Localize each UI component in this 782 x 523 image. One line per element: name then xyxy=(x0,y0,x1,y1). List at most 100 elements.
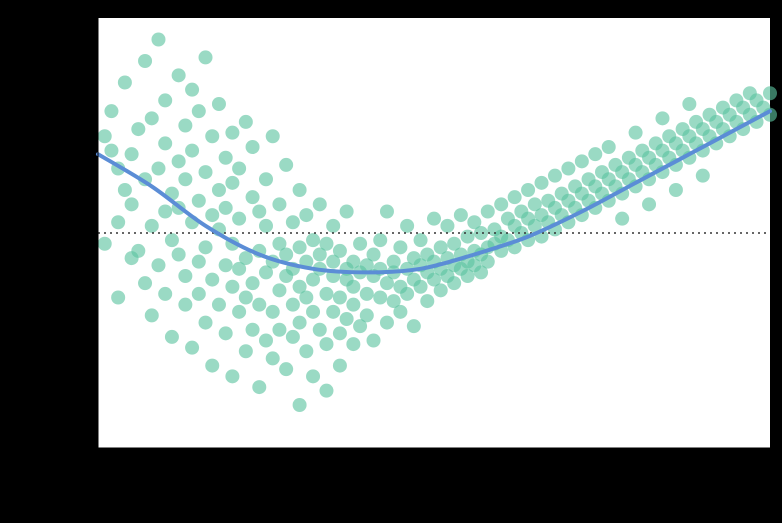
scatter-point xyxy=(199,240,213,254)
scatter-point xyxy=(279,248,293,262)
scatter-point xyxy=(427,212,441,226)
scatter-point xyxy=(306,233,320,247)
scatter-point xyxy=(138,276,152,290)
scatter-point xyxy=(192,255,206,269)
scatter-point xyxy=(165,330,179,344)
scatter-point xyxy=(333,326,347,340)
scatter-point xyxy=(521,183,535,197)
scatter-point xyxy=(219,201,233,215)
scatter-point xyxy=(219,151,233,165)
scatter-point xyxy=(246,276,260,290)
scatter-point xyxy=(272,197,286,211)
scatter-point xyxy=(414,280,428,294)
scatter-point xyxy=(199,316,213,330)
scatter-point xyxy=(373,233,387,247)
scatter-point xyxy=(165,233,179,247)
scatter-point xyxy=(367,334,381,348)
scatter-point xyxy=(535,176,549,190)
scatter-point xyxy=(508,190,522,204)
scatter-point xyxy=(252,298,266,312)
scatter-point xyxy=(219,326,233,340)
scatter-point xyxy=(272,323,286,337)
scatter-point xyxy=(367,248,381,262)
chart-container xyxy=(0,0,782,523)
scatter-point xyxy=(319,287,333,301)
scatter-point xyxy=(615,212,629,226)
scatter-point xyxy=(158,287,172,301)
scatter-point xyxy=(225,126,239,140)
scatter-point xyxy=(682,97,696,111)
scatter-point xyxy=(696,169,710,183)
scatter-point xyxy=(259,219,273,233)
scatter-point xyxy=(763,86,777,100)
scatter-point xyxy=(340,312,354,326)
scatter-point xyxy=(400,287,414,301)
scatter-point xyxy=(313,323,327,337)
scatter-point xyxy=(172,68,186,82)
scatter-point xyxy=(246,323,260,337)
scatter-point xyxy=(138,54,152,68)
scatter-point xyxy=(286,215,300,229)
scatter-point xyxy=(225,176,239,190)
scatter-point xyxy=(199,50,213,64)
chart-svg xyxy=(98,18,770,448)
scatter-point xyxy=(340,205,354,219)
scatter-point xyxy=(333,359,347,373)
scatter-point xyxy=(373,291,387,305)
scatter-point xyxy=(669,183,683,197)
scatter-point xyxy=(346,298,360,312)
scatter-point xyxy=(178,119,192,133)
scatter-point xyxy=(185,341,199,355)
scatter-point xyxy=(346,337,360,351)
scatter-point xyxy=(481,255,495,269)
scatter-point xyxy=(232,162,246,176)
scatter-point xyxy=(266,305,280,319)
scatter-point xyxy=(306,369,320,383)
scatter-point xyxy=(205,273,219,287)
scatter-point xyxy=(400,219,414,233)
scatter-point xyxy=(172,154,186,168)
scatter-point xyxy=(575,154,589,168)
scatter-point xyxy=(642,197,656,211)
scatter-point xyxy=(655,111,669,125)
scatter-point xyxy=(548,169,562,183)
scatter-point xyxy=(629,126,643,140)
scatter-point xyxy=(326,219,340,233)
scatter-point xyxy=(232,305,246,319)
scatter-point xyxy=(461,230,475,244)
scatter-point xyxy=(326,305,340,319)
scatter-point xyxy=(588,147,602,161)
plot-area xyxy=(98,18,770,448)
scatter-point xyxy=(420,294,434,308)
scatter-point xyxy=(111,291,125,305)
scatter-point xyxy=(178,269,192,283)
scatter-point xyxy=(414,233,428,247)
scatter-point xyxy=(481,205,495,219)
scatter-point xyxy=(118,183,132,197)
scatter-point xyxy=(246,140,260,154)
scatter-point xyxy=(192,194,206,208)
scatter-point xyxy=(259,334,273,348)
scatter-point xyxy=(252,380,266,394)
scatter-point xyxy=(561,162,575,176)
scatter-point xyxy=(360,308,374,322)
scatter-point xyxy=(602,140,616,154)
scatter-point xyxy=(293,398,307,412)
scatter-point xyxy=(104,104,118,118)
scatter-point xyxy=(239,251,253,265)
scatter-point xyxy=(199,165,213,179)
scatter-point xyxy=(225,280,239,294)
scatter-point xyxy=(353,237,367,251)
scatter-point xyxy=(178,298,192,312)
scatter-point xyxy=(494,197,508,211)
scatter-point xyxy=(225,369,239,383)
scatter-point xyxy=(380,316,394,330)
scatter-point xyxy=(266,129,280,143)
scatter-point xyxy=(346,280,360,294)
scatter-point xyxy=(447,276,461,290)
scatter-point xyxy=(319,384,333,398)
scatter-point xyxy=(185,144,199,158)
scatter-point xyxy=(239,115,253,129)
scatter-point xyxy=(393,240,407,254)
scatter-point xyxy=(393,305,407,319)
